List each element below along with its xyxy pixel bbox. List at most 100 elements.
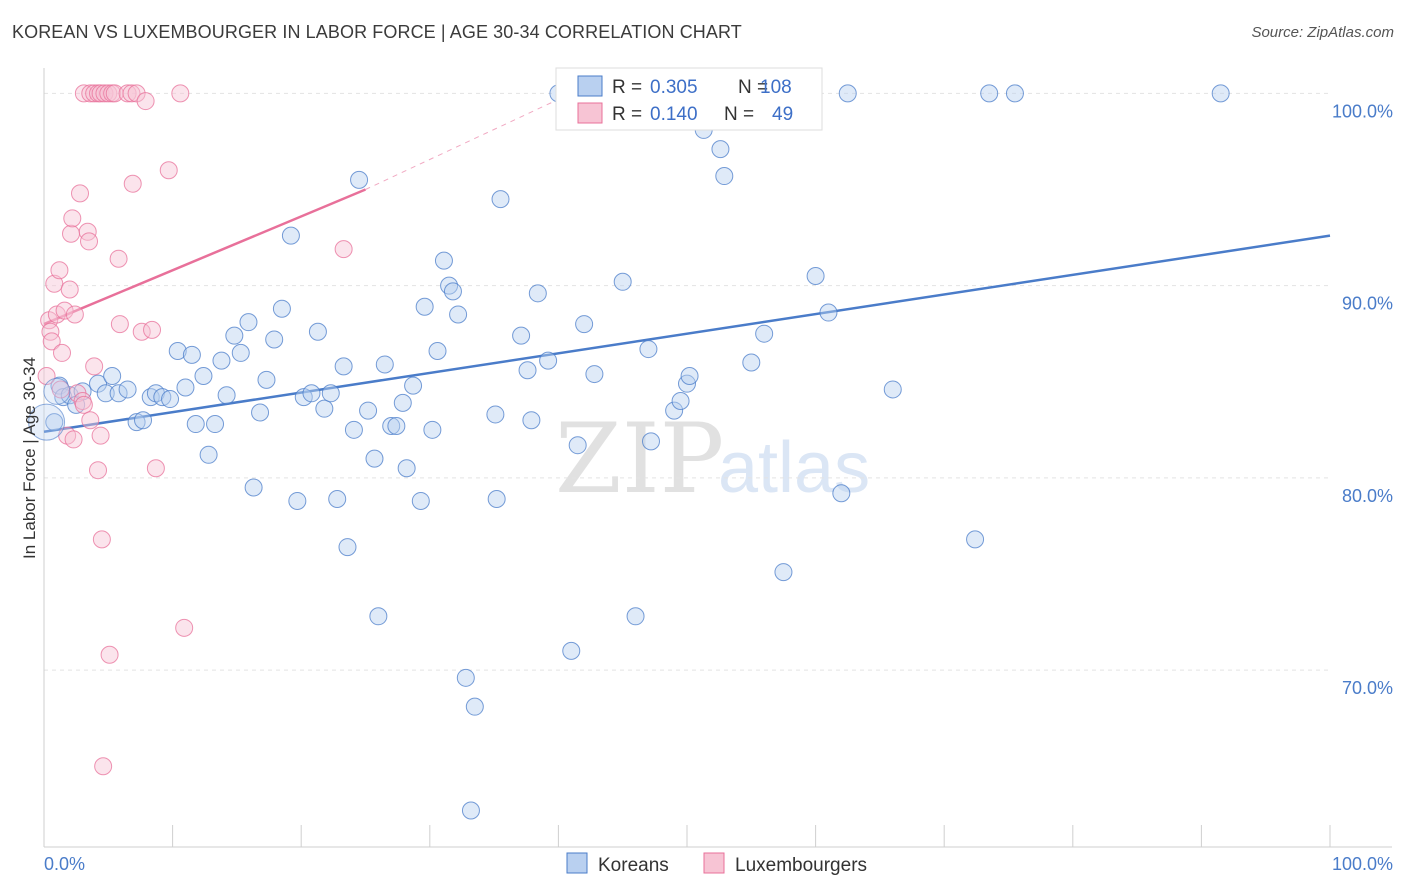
luxembourgers-point-45 [136, 92, 155, 111]
luxembourgers-point-21 [80, 232, 99, 251]
koreans-point-62 [449, 305, 468, 324]
koreans-point-8 [103, 366, 122, 385]
luxembourgers-point-7 [51, 380, 70, 399]
koreans-point-large-1 [43, 377, 71, 405]
koreans-point-70 [518, 361, 537, 380]
legend-r-label-luxembourgers: R = [612, 104, 642, 125]
koreans-point-49 [375, 355, 394, 374]
koreans-point-100 [980, 84, 999, 103]
koreans-point-96 [832, 484, 851, 503]
koreans-point-50 [382, 416, 401, 435]
x-tick-label-min: 0.0% [44, 854, 85, 874]
luxembourgers-point-50 [175, 618, 194, 637]
koreans-point-52 [393, 393, 412, 412]
luxembourgers-point-34 [95, 84, 114, 103]
koreans-point-98 [883, 380, 902, 399]
koreans-point-24 [212, 351, 231, 370]
koreans-point-20 [186, 415, 205, 434]
luxembourgers-point-3 [42, 332, 61, 351]
koreans-point-66 [486, 405, 505, 424]
koreans-point-32 [265, 330, 284, 349]
luxembourgers-point-2 [41, 322, 60, 341]
legend-n-label-koreans: N = [738, 77, 768, 98]
koreans-point-77 [575, 315, 594, 334]
koreans-point-25 [217, 386, 236, 405]
koreans-point-34 [281, 226, 300, 245]
koreans-point-19 [182, 345, 201, 364]
koreans-point-22 [199, 445, 218, 464]
luxembourgers-point-13 [63, 209, 82, 228]
koreans-point-28 [239, 313, 258, 332]
luxembourgers-point-30 [81, 84, 100, 103]
axes [43, 68, 1392, 848]
luxembourgers-point-22 [81, 411, 100, 430]
koreans-point-33 [272, 299, 291, 318]
luxembourgers-point-9 [55, 301, 74, 320]
luxembourgers-point-46 [143, 320, 162, 339]
koreans-point-10 [118, 380, 137, 399]
koreans-point-83 [665, 401, 684, 420]
luxembourgers-point-51 [334, 240, 353, 259]
koreans-point-57 [423, 420, 442, 439]
luxembourgers-point-40 [127, 84, 146, 103]
koreans-point-12 [134, 411, 153, 430]
koreans-point-67 [491, 190, 510, 209]
legend-n-label-luxembourgers: N = [724, 104, 754, 125]
koreans-point-23 [206, 415, 225, 434]
koreans-point-71 [522, 411, 541, 430]
koreans-point-18 [176, 378, 195, 397]
koreans-point-43 [338, 538, 357, 557]
luxembourgers-point-47 [146, 459, 165, 478]
series-legend-label-koreans: Koreans [598, 855, 669, 876]
koreans-point-92 [755, 324, 774, 343]
koreans-point-93 [774, 563, 793, 582]
koreans-point-51 [387, 416, 406, 435]
koreans-point-86 [680, 366, 699, 385]
legend-n-value-koreans: 108 [760, 77, 792, 98]
series-legend: Koreans Luxembourgers [566, 852, 867, 876]
luxembourgers-point-26 [92, 530, 111, 549]
koreans-point-82 [641, 432, 660, 451]
koreans-point-101 [1005, 84, 1024, 103]
source-credit: Source: ZipAtlas.com [1251, 24, 1394, 41]
koreans-point-46 [359, 401, 378, 420]
koreans-point-58 [428, 341, 447, 360]
koreans-point-97 [838, 84, 857, 103]
koreans-point-91 [742, 353, 761, 372]
koreans-point-41 [328, 490, 347, 509]
chart-title: KOREAN VS LUXEMBOURGER IN LABOR FORCE | … [12, 22, 742, 42]
luxembourgers-point-49 [171, 84, 190, 103]
koreans-point-59 [434, 251, 453, 270]
koreans-point-102 [1211, 84, 1230, 103]
koreans-point-81 [639, 340, 658, 359]
koreans-point-40 [321, 384, 340, 403]
koreans-point-38 [308, 322, 327, 341]
luxembourgers-point-6 [50, 261, 69, 280]
series-legend-swatch-koreans [566, 852, 588, 874]
legend-r-label-koreans: R = [612, 77, 642, 98]
koreans-point-80 [626, 607, 645, 626]
y-tick-label-2: 90.0% [1342, 294, 1393, 314]
watermark: ZIP atlas [555, 403, 870, 515]
watermark-zip: ZIP [555, 403, 724, 515]
luxembourgers-point-15 [65, 305, 84, 324]
y-tick-label-1: 80.0% [1342, 486, 1393, 506]
koreans-point-7 [96, 384, 115, 403]
koreans-point-94 [806, 267, 825, 286]
luxembourgers-point-43 [123, 174, 142, 193]
koreans-point-37 [302, 384, 321, 403]
luxembourgers-point-19 [74, 395, 93, 414]
legend-r-value-luxembourgers: 0.140 [650, 104, 698, 125]
koreans-point-79 [613, 272, 632, 291]
koreans-point-69 [512, 326, 531, 345]
data-points [28, 84, 1230, 820]
luxembourgers-point-42 [110, 315, 129, 334]
koreans-point-26 [225, 326, 244, 345]
koreans-point-15 [153, 388, 172, 407]
koreans-point-68 [487, 490, 506, 509]
koreans-point-72 [528, 284, 547, 303]
trend-lines [43, 92, 1331, 433]
koreans-point-54 [404, 376, 423, 395]
legend-swatch-luxembourgers [577, 102, 603, 124]
